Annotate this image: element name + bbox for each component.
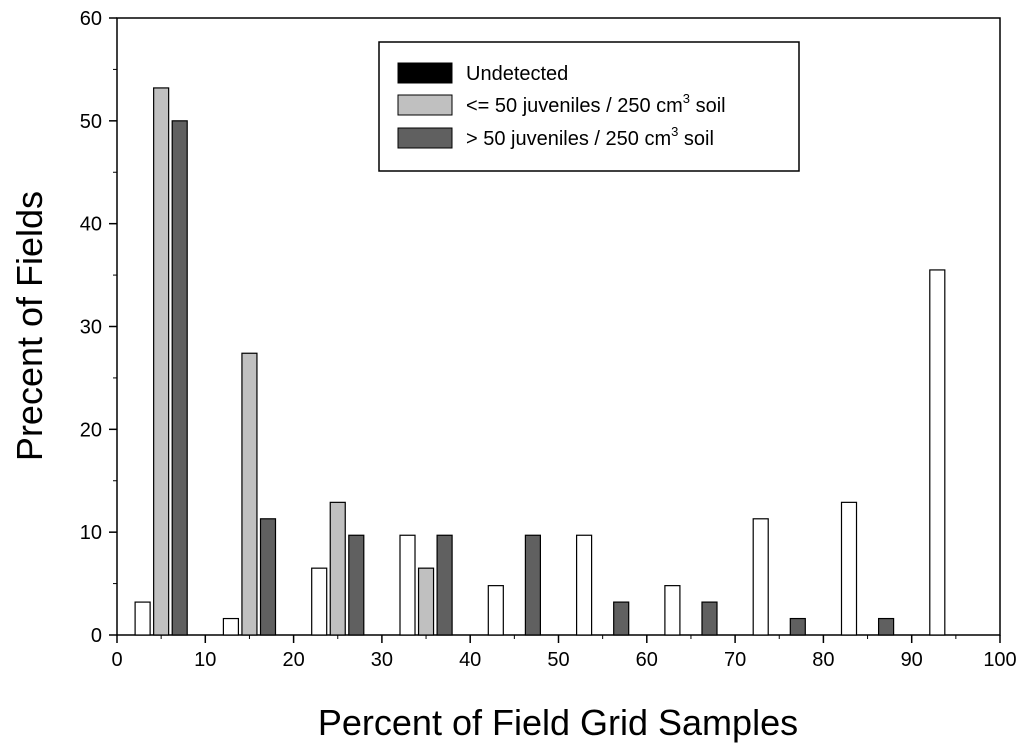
legend-label-low-sup: 3 bbox=[683, 91, 690, 106]
y-tick-label: 60 bbox=[80, 8, 102, 30]
bar-s1-15 bbox=[241, 352, 258, 636]
y-tick-label: 20 bbox=[80, 419, 102, 441]
bar-s2-15 bbox=[259, 518, 277, 636]
bar-s0-35 bbox=[399, 534, 416, 636]
y-tick-label: 50 bbox=[80, 111, 102, 133]
bar-s2-75 bbox=[789, 617, 806, 636]
bar-s0-25 bbox=[311, 567, 328, 636]
y-tick-label: 10 bbox=[80, 522, 102, 544]
bar-s2-35 bbox=[436, 534, 453, 636]
legend-label-high-sup: 3 bbox=[671, 124, 678, 139]
x-tick-label: 50 bbox=[547, 649, 569, 671]
legend-label-undetected: Undetected bbox=[466, 63, 568, 85]
x-tick-label: 0 bbox=[111, 649, 122, 671]
bar-s1-5 bbox=[153, 87, 170, 636]
bar-s0-65 bbox=[664, 585, 681, 636]
x-tick-label: 30 bbox=[371, 649, 393, 671]
legend-label-high-main: > 50 juveniles / 250 cm bbox=[466, 128, 671, 150]
x-tick-label: 80 bbox=[812, 649, 834, 671]
legend-swatch-low bbox=[397, 94, 453, 116]
bar-s2-65 bbox=[701, 601, 718, 636]
legend-label-high: > 50 juveniles / 250 cm3 soil bbox=[466, 124, 714, 150]
bar-s0-85 bbox=[840, 501, 858, 636]
bar-s2-25 bbox=[348, 534, 365, 636]
y-axis-ticks: 0 10 20 30 40 50 60 bbox=[80, 8, 117, 647]
legend-label-high-suffix: soil bbox=[678, 128, 714, 150]
bar-s2-45 bbox=[524, 534, 542, 636]
legend: Undetected <= 50 juveniles / 250 cm3 soi… bbox=[378, 41, 800, 172]
x-tick-label: 70 bbox=[724, 649, 746, 671]
x-tick-label: 100 bbox=[983, 649, 1016, 671]
bar-s2-5 bbox=[171, 120, 188, 636]
x-axis-title: Percent of Field Grid Samples bbox=[318, 702, 798, 743]
x-tick-label: 60 bbox=[636, 649, 658, 671]
y-axis-title: Precent of Fields bbox=[9, 191, 50, 461]
bar-s2-85 bbox=[877, 617, 895, 636]
bar-s0-55 bbox=[575, 534, 593, 636]
bar-s1-35 bbox=[417, 567, 435, 636]
bar-s0-5 bbox=[134, 601, 151, 636]
x-tick-label: 90 bbox=[901, 649, 923, 671]
legend-swatch-undetected bbox=[397, 62, 453, 84]
legend-swatch-high bbox=[397, 127, 453, 149]
x-axis-ticks: 0 10 20 30 40 50 60 70 80 90 100 bbox=[111, 635, 1017, 671]
x-tick-label: 20 bbox=[282, 649, 304, 671]
legend-label-low: <= 50 juveniles / 250 cm3 soil bbox=[466, 91, 726, 117]
bar-s0-45 bbox=[487, 585, 504, 636]
x-tick-label: 40 bbox=[459, 649, 481, 671]
y-tick-label: 40 bbox=[80, 214, 102, 236]
legend-label-low-main: <= 50 juveniles / 250 cm bbox=[466, 95, 683, 117]
bar-s0-15 bbox=[222, 617, 240, 636]
bar-s0-95 bbox=[929, 269, 946, 636]
y-tick-label: 0 bbox=[91, 625, 102, 647]
bar-s1-25 bbox=[329, 501, 346, 636]
legend-label-low-suffix: soil bbox=[690, 95, 726, 117]
bar-s0-75 bbox=[752, 518, 769, 636]
bars-group bbox=[134, 87, 946, 636]
bar-s2-55 bbox=[613, 601, 630, 636]
y-tick-label: 30 bbox=[80, 317, 102, 339]
x-tick-label: 10 bbox=[194, 649, 216, 671]
